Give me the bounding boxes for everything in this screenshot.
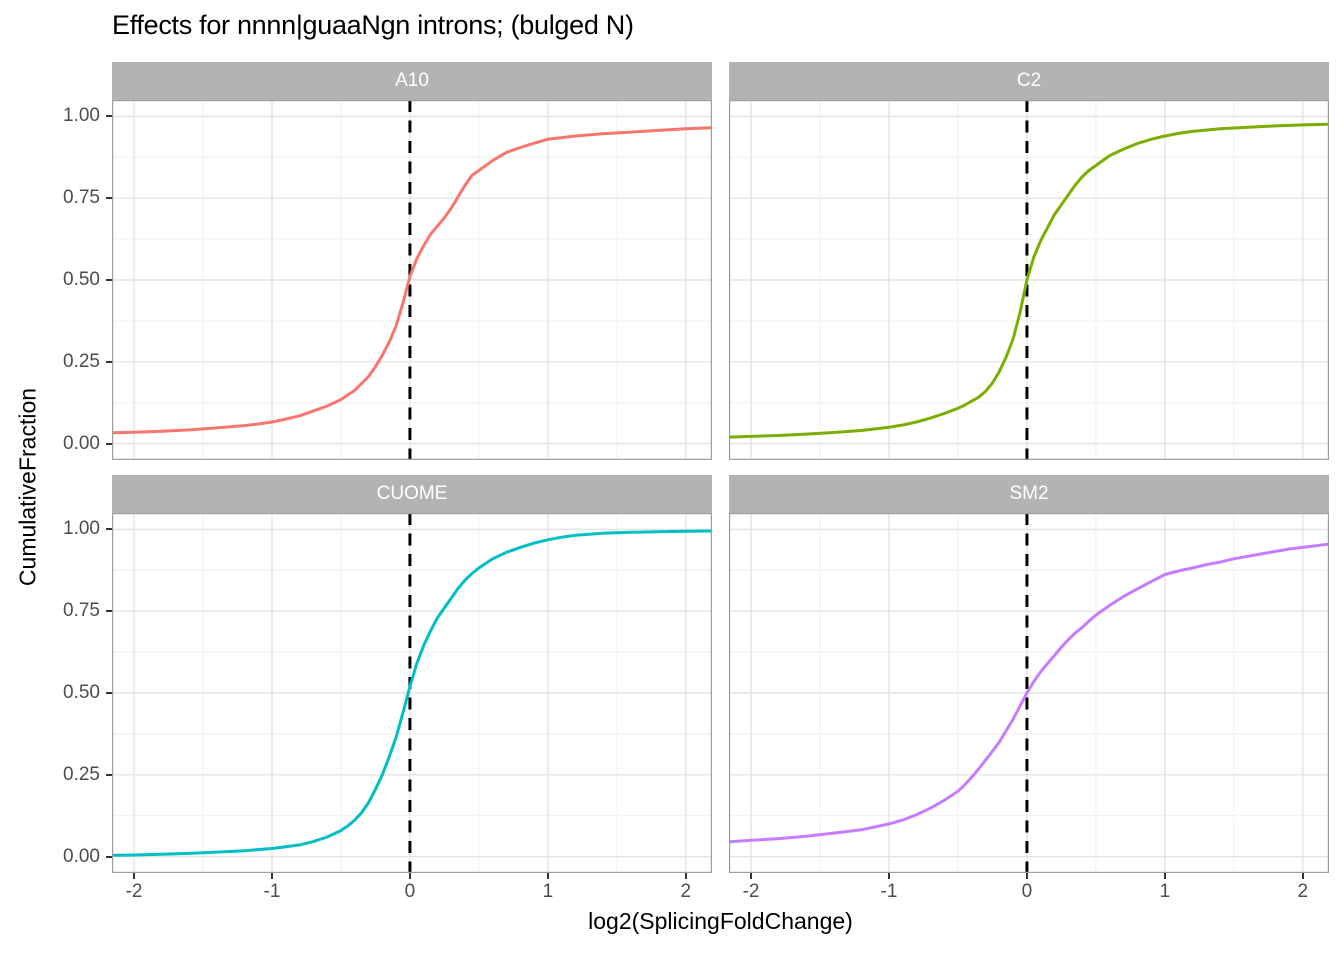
facet-strip-label: C2 — [1016, 70, 1042, 91]
y-tick-label: 0.50 — [63, 682, 100, 703]
x-tick-label: 1 — [1159, 881, 1171, 902]
chart-title: Effects for nnnn|guaaNgn introns; (bulge… — [112, 10, 634, 40]
x-tick-label: -1 — [880, 881, 898, 902]
x-tick — [1163, 873, 1166, 879]
y-tick — [106, 773, 112, 776]
y-tick-label: 0.75 — [63, 600, 100, 622]
y-tick-label: 1.00 — [63, 518, 100, 540]
y-tick — [106, 692, 112, 694]
facet-strip: SM2 — [729, 475, 1329, 513]
x-tick-label: 2 — [1297, 881, 1309, 902]
x-tick-label: 1 — [542, 881, 554, 902]
y-tick-label: 0.75 — [63, 187, 100, 209]
x-tick — [684, 873, 687, 879]
y-tick-label: 0.50 — [63, 269, 100, 290]
y-tick — [106, 855, 112, 858]
y-tick — [106, 115, 112, 118]
x-tick-label: 0 — [404, 881, 416, 902]
facet-strip-label: SM2 — [1009, 483, 1049, 504]
y-tick — [106, 610, 112, 613]
y-tick-label: 0.25 — [63, 763, 100, 785]
x-tick-label: 2 — [680, 881, 692, 902]
panel-border — [729, 100, 1329, 460]
y-tick-label: 1.00 — [63, 105, 100, 127]
x-tick-label: -1 — [263, 881, 281, 902]
x-tick — [888, 873, 890, 879]
y-tick — [106, 279, 112, 281]
x-tick-label: -2 — [125, 881, 143, 902]
y-tick-label: 0.25 — [63, 350, 100, 372]
y-tick — [106, 197, 112, 200]
x-axis-title: log2(SplicingFoldChange) — [588, 908, 853, 934]
facet-panel-c2 — [729, 100, 1329, 460]
y-tick-label: 0.00 — [63, 845, 100, 867]
ecdf-curve-sm2 — [729, 542, 1329, 844]
y-tick — [106, 360, 112, 363]
facet-strip-label: A10 — [395, 70, 429, 91]
x-tick — [271, 873, 273, 879]
ecdf-curve-cuome — [112, 529, 712, 857]
x-tick — [546, 873, 549, 879]
facet-panel-cuome — [112, 513, 712, 873]
facet-strip: CUOME — [112, 475, 712, 513]
y-tick-label: 0.00 — [63, 432, 100, 454]
x-tick — [750, 873, 753, 879]
x-tick-label: 0 — [1021, 881, 1033, 902]
panel-border — [112, 100, 712, 460]
facet-strip: C2 — [729, 62, 1329, 100]
facet-strip-label: CUOME — [376, 483, 448, 504]
y-tick — [106, 528, 112, 531]
facet-strip: A10 — [112, 62, 712, 100]
x-tick — [408, 873, 411, 879]
x-tick — [133, 873, 136, 879]
ecdf-curve-c2 — [729, 122, 1329, 439]
facet-panel-sm2 — [729, 513, 1329, 873]
panel-border — [729, 513, 1329, 873]
y-tick — [106, 442, 112, 445]
y-axis-title: CumulativeFraction — [14, 387, 41, 587]
x-tick — [1025, 873, 1028, 879]
x-tick-label: -2 — [742, 881, 760, 902]
x-tick — [1301, 873, 1304, 879]
ecdf-curve-a10 — [112, 126, 712, 435]
panel-border — [112, 513, 712, 873]
facet-panel-a10 — [112, 100, 712, 460]
